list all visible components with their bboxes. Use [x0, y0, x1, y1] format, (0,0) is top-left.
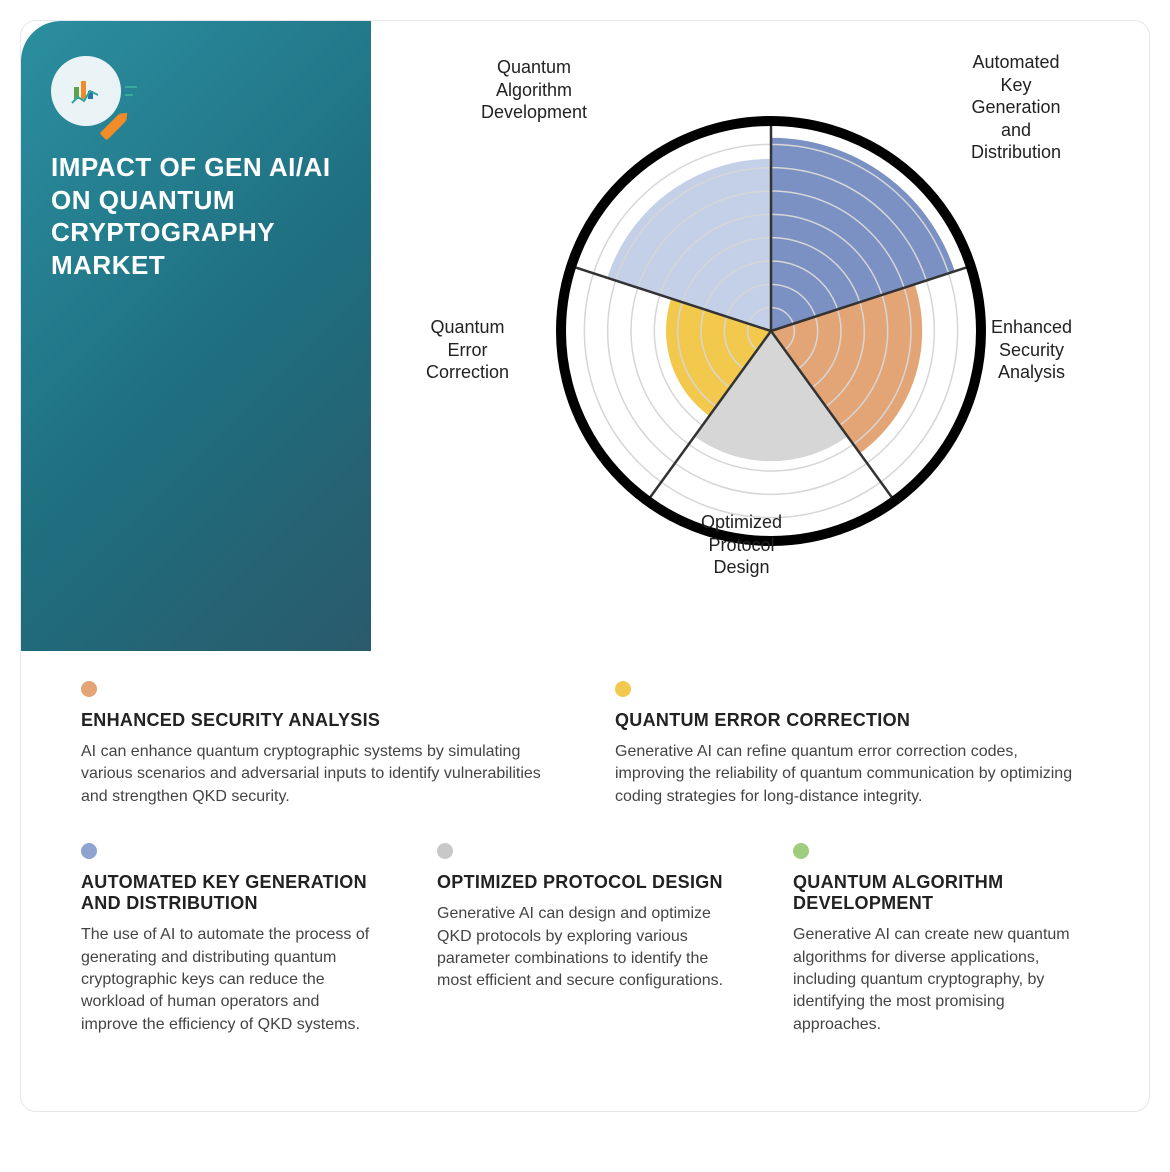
sidebar-title: IMPACT OF GEN AI/AI ON QUANTUM CRYPTOGRA… — [51, 151, 341, 281]
sidebar-icon — [51, 56, 121, 126]
pencil-icon — [100, 114, 127, 141]
polar-chart-area: Automated Key Generation and Distributio… — [371, 21, 1150, 651]
item-body: Generative AI can design and optimize QK… — [437, 903, 733, 993]
chart-segment-label: Quantum Error Correction — [426, 316, 509, 384]
sidebar-panel: IMPACT OF GEN AI/AI ON QUANTUM CRYPTOGRA… — [21, 21, 371, 651]
item-title: QUANTUM ALGORITHM DEVELOPMENT — [793, 872, 1089, 914]
item-body: Generative AI can refine quantum error c… — [615, 741, 1089, 808]
legend-dot-icon — [81, 843, 97, 859]
legend-dot-icon — [615, 681, 631, 697]
item-body: The use of AI to automate the process of… — [81, 924, 377, 1036]
description-item: QUANTUM ALGORITHM DEVELOPMENT Generative … — [793, 843, 1089, 1036]
legend-dot-icon — [437, 843, 453, 859]
chart-segment-label: Quantum Algorithm Development — [481, 56, 587, 124]
chart-glyph-icon — [68, 73, 104, 109]
description-item: ENHANCED SECURITY ANALYSIS AI can enhance… — [81, 681, 555, 808]
item-title: QUANTUM ERROR CORRECTION — [615, 710, 1089, 731]
infographic-card: IMPACT OF GEN AI/AI ON QUANTUM CRYPTOGRA… — [20, 20, 1150, 1112]
item-body: AI can enhance quantum cryptographic sys… — [81, 741, 555, 808]
chart-segment-label: Optimized Protocol Design — [701, 511, 782, 579]
item-title: ENHANCED SECURITY ANALYSIS — [81, 710, 555, 731]
legend-dot-icon — [81, 681, 97, 697]
chart-segment-label: Enhanced Security Analysis — [991, 316, 1072, 384]
top-section: IMPACT OF GEN AI/AI ON QUANTUM CRYPTOGRA… — [21, 21, 1149, 651]
item-body: Generative AI can create new quantum alg… — [793, 924, 1089, 1036]
chart-segment-label: Automated Key Generation and Distributio… — [971, 51, 1061, 164]
item-title: OPTIMIZED PROTOCOL DESIGN — [437, 872, 733, 893]
item-title: AUTOMATED KEY GENERATION AND DISTRIBUTIO… — [81, 872, 377, 914]
description-item: AUTOMATED KEY GENERATION AND DISTRIBUTIO… — [81, 843, 377, 1036]
description-item: OPTIMIZED PROTOCOL DESIGN Generative AI c… — [437, 843, 733, 1036]
description-item: QUANTUM ERROR CORRECTION Generative AI ca… — [615, 681, 1089, 808]
descriptions-section: ENHANCED SECURITY ANALYSIS AI can enhance… — [21, 651, 1149, 1111]
legend-dot-icon — [793, 843, 809, 859]
